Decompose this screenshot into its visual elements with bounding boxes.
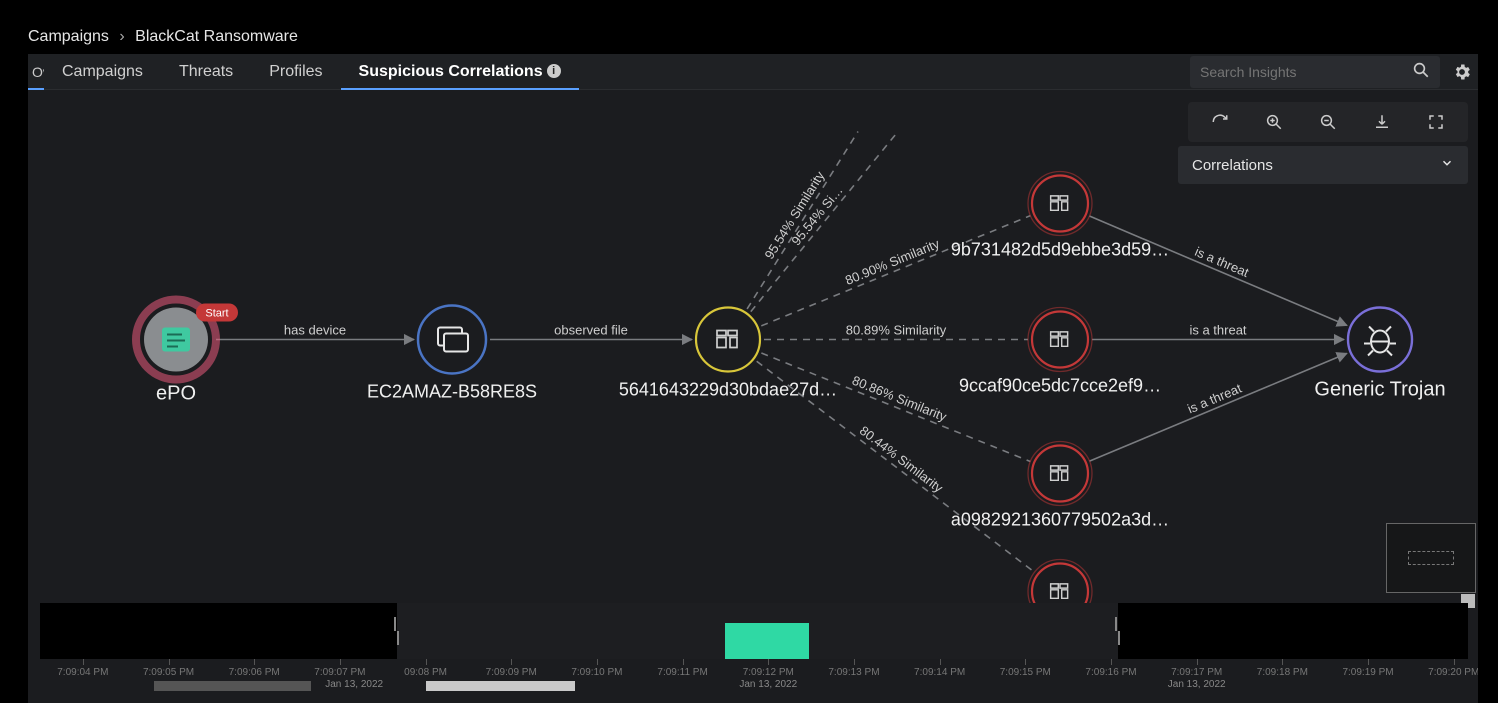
tab-overview-stub[interactable]: Ov [28, 54, 44, 90]
edge[interactable] [1089, 216, 1346, 325]
search-box[interactable] [1190, 56, 1440, 88]
timeline-tick-label: 7:09:17 PM [1171, 667, 1222, 678]
node-label: 9ccaf90ce5dc7cce2ef9… [959, 376, 1161, 396]
timeline-tick-label: 7:09:10 PM [571, 667, 622, 678]
timeline-date: Jan 13, 2022 [325, 679, 383, 690]
timeline-tick-label: 7:09:16 PM [1085, 667, 1136, 678]
node-h1[interactable]: 9b731482d5d9ebbe3d59… [951, 172, 1169, 260]
timeline-scrub-bar[interactable] [426, 681, 576, 691]
search-input[interactable] [1200, 64, 1412, 80]
breadcrumb-root[interactable]: Campaigns [28, 28, 109, 45]
edge-label: 80.86% Similarity [850, 373, 949, 425]
breadcrumb-sep: › [119, 28, 124, 45]
settings-button[interactable] [1446, 56, 1478, 88]
timeline-ticks: 7:09:04 PM 7:09:05 PM 7:09:06 PM 7:09:07 PM… [40, 659, 1468, 681]
edge-label: 80.90% Similarity [843, 236, 942, 288]
minimap-viewport [1408, 551, 1454, 565]
node-label: 9b731482d5d9ebbe3d59… [951, 240, 1169, 260]
timeline[interactable]: 7:09:04 PM 7:09:05 PM 7:09:06 PM 7:09:07 PM… [40, 603, 1468, 703]
tab-suspicious-correlations[interactable]: Suspicious Correlationsi [341, 54, 579, 90]
node-label: ePO [156, 383, 196, 405]
timeline-handle[interactable] [394, 617, 400, 645]
search-icon[interactable] [1412, 61, 1430, 84]
edge-label: 80.89% Similarity [846, 323, 947, 338]
node-label: EC2AMAZ-B58RE8S [367, 382, 537, 402]
tab-campaigns[interactable]: Campaigns [44, 54, 161, 90]
node-label: Generic Trojan [1314, 379, 1445, 401]
timeline-tick-label: 7:09:09 PM [486, 667, 537, 678]
timeline-tick-label: 7:09:04 PM [57, 667, 108, 678]
timeline-tick-label: 7:09:12 PM [743, 667, 794, 678]
edge-label: is a threat [1193, 244, 1252, 280]
node-trojan[interactable]: Generic Trojan [1314, 308, 1445, 401]
info-icon[interactable]: i [547, 64, 561, 78]
node-label: a0982921360779502a3d… [951, 510, 1169, 530]
node-file[interactable]: 5641643229d30bdae27d… [619, 308, 837, 400]
graph-canvas[interactable]: Correlations has deviceobserved file80.9… [28, 90, 1478, 703]
node-h2[interactable]: 9ccaf90ce5dc7cce2ef9… [959, 308, 1161, 396]
node-dev[interactable]: EC2AMAZ-B58RE8S [367, 306, 537, 402]
minimap[interactable] [1386, 523, 1476, 593]
timeline-scrub-bar[interactable] [154, 681, 311, 691]
edge[interactable] [751, 132, 898, 312]
timeline-tick-label: 7:09:18 PM [1257, 667, 1308, 678]
tab-threats[interactable]: Threats [161, 54, 251, 90]
edge-label: observed file [554, 323, 628, 338]
timeline-tick-label: 7:09:15 PM [1000, 667, 1051, 678]
timeline-tick-label: 7:09:05 PM [143, 667, 194, 678]
timeline-tick-label: 7:09:06 PM [229, 667, 280, 678]
timeline-tick-label: 7:09:11 PM [657, 667, 707, 678]
edge-label: is a threat [1185, 380, 1244, 416]
edge[interactable] [1090, 353, 1347, 461]
node-h3[interactable]: a0982921360779502a3d… [951, 442, 1169, 530]
timeline-marker[interactable] [725, 623, 809, 659]
edge-label: 80.44% Similarity [857, 423, 946, 496]
breadcrumb-current: BlackCat Ransomware [135, 28, 298, 45]
breadcrumb: Campaigns › BlackCat Ransomware [28, 28, 298, 46]
timeline-tick-label: 7:09:07 PM [314, 667, 365, 678]
tab-profiles[interactable]: Profiles [251, 54, 340, 90]
timeline-tick-label: 09:08 PM [404, 667, 447, 678]
timeline-tick-label: 7:09:19 PM [1342, 667, 1393, 678]
edge-label: has device [284, 323, 346, 338]
timeline-tick-label: 7:09:14 PM [914, 667, 965, 678]
node-epo[interactable]: Start ePO [136, 300, 238, 405]
timeline-date: Jan 13, 2022 [739, 679, 797, 690]
edge-label: is a threat [1189, 323, 1246, 338]
timeline-date: Jan 13, 2022 [1168, 679, 1226, 690]
timeline-handle[interactable] [1115, 617, 1121, 645]
timeline-tick-label: 7:09:20 PM [1428, 667, 1478, 678]
timeline-tick-label: 7:09:13 PM [828, 667, 879, 678]
svg-text:Start: Start [205, 308, 228, 320]
node-label: 5641643229d30bdae27d… [619, 380, 837, 400]
